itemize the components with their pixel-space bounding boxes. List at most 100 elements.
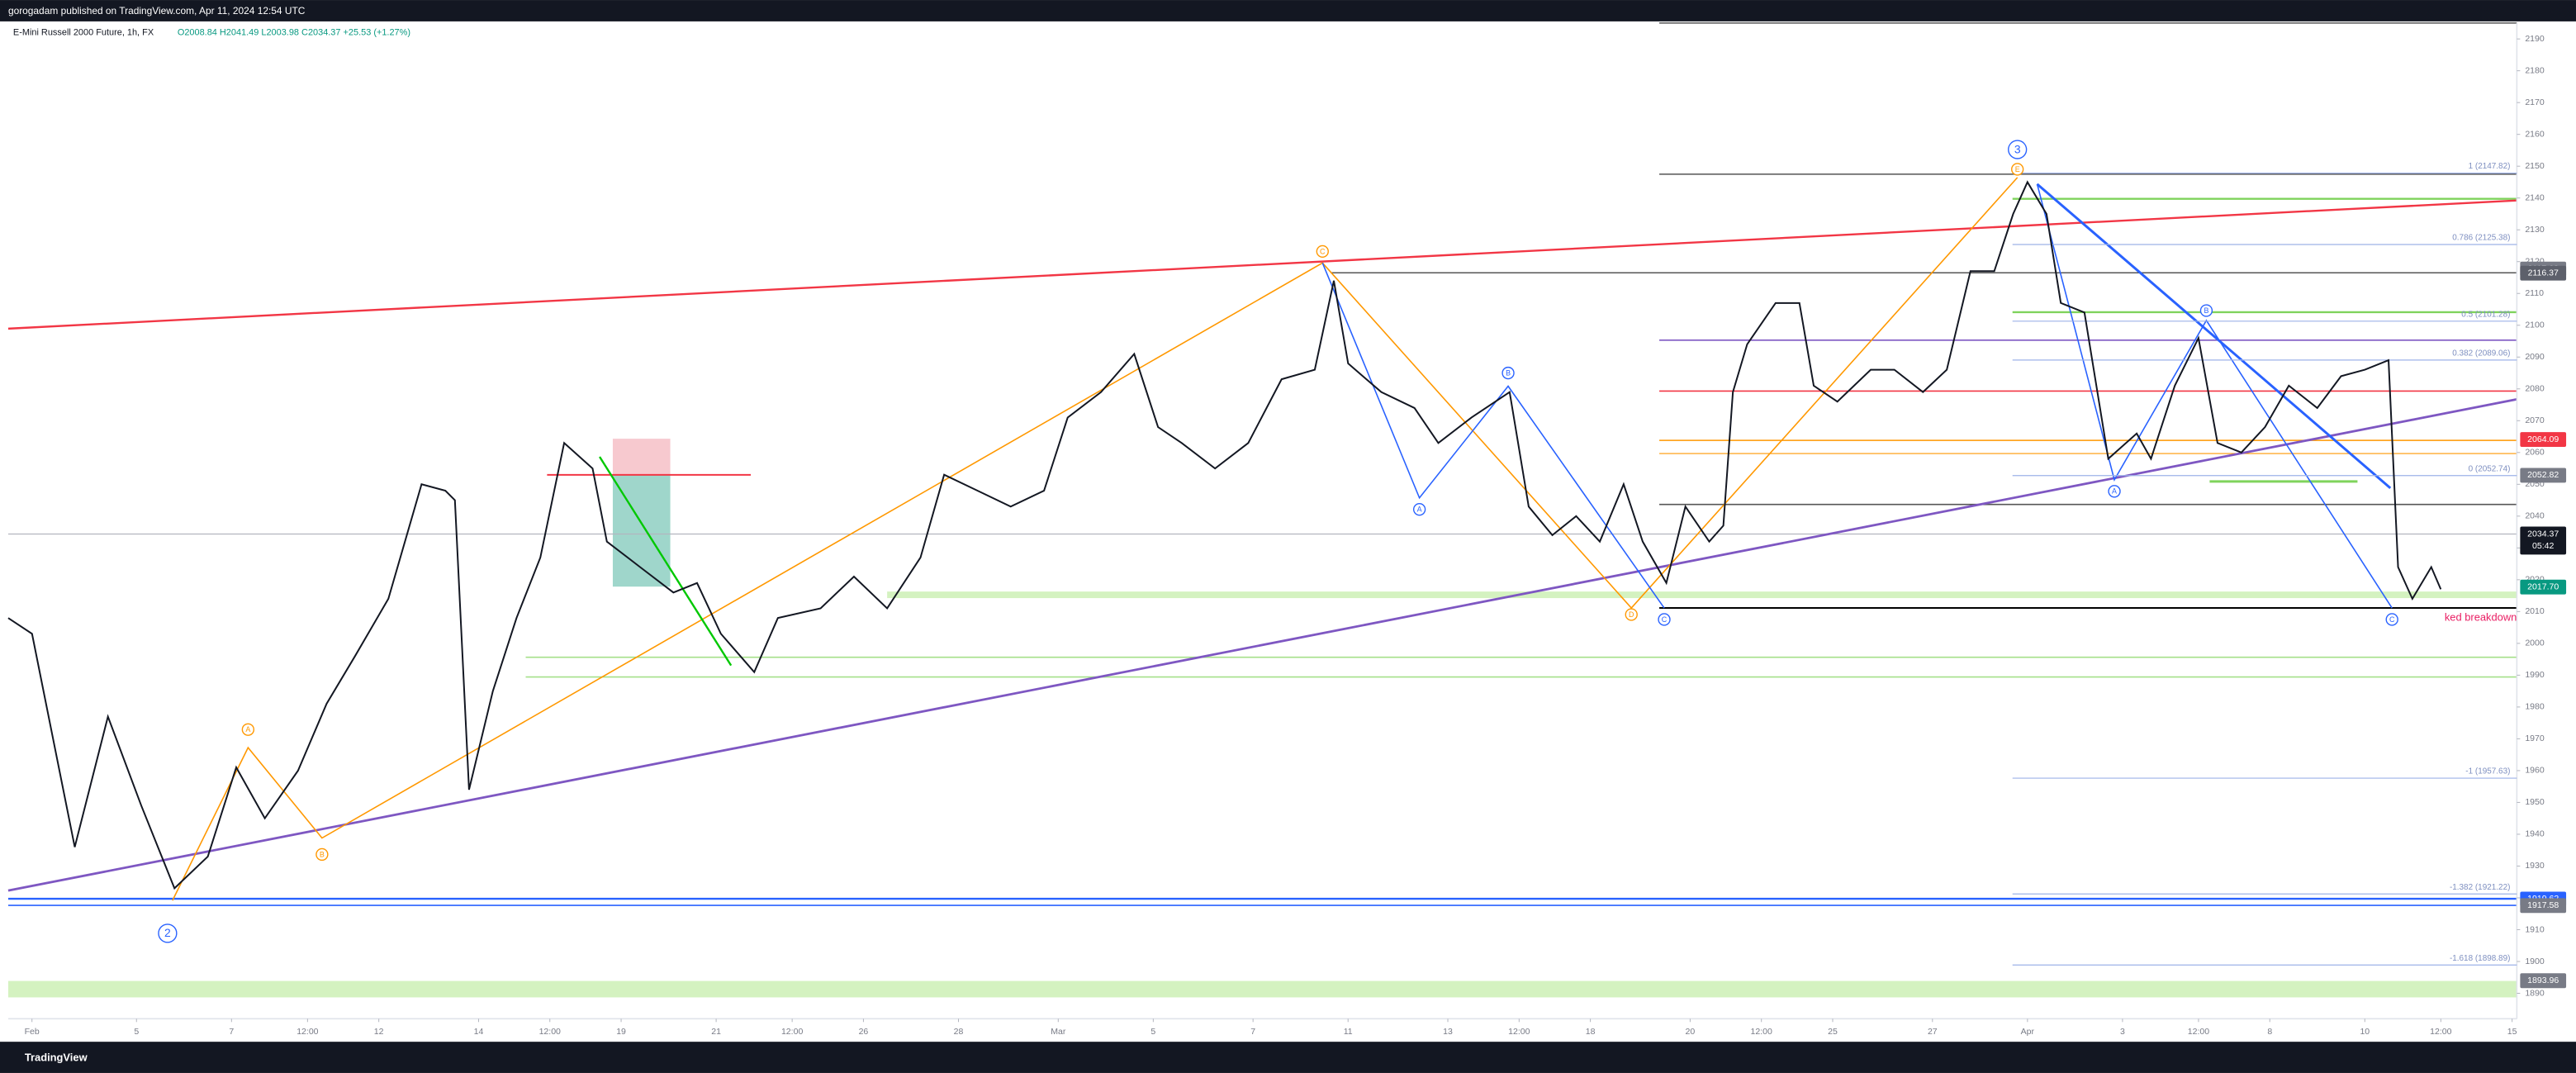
wave-circle: [1412, 503, 1426, 516]
y-tick-label: 2190: [2525, 34, 2545, 44]
price-line: [7, 180, 2442, 890]
y-tick-label: 1990: [2525, 670, 2545, 680]
y-tick-label: 2180: [2525, 65, 2545, 75]
x-tick-label: 5: [1150, 1027, 1155, 1037]
stop-zone: [612, 439, 671, 475]
wave-label: A: [245, 725, 250, 734]
trend-line: [7, 199, 2517, 330]
fib-label: -1.382 (1921.22): [2450, 883, 2510, 892]
wave-circle: [2108, 485, 2121, 498]
wave-circle: [241, 723, 255, 736]
price-tag: [2520, 973, 2567, 989]
price-tag: [2520, 265, 2567, 281]
price-tag: [2520, 432, 2567, 448]
price-tag-label: 2052.82: [2527, 470, 2559, 480]
y-tick-label: 2100: [2525, 320, 2545, 330]
wave-circle: [2199, 304, 2213, 317]
wave-circle: [2385, 613, 2398, 626]
fib-label: -1.618 (1898.89): [2450, 954, 2510, 963]
price-tag-label: 2116.37: [2528, 268, 2559, 278]
x-tick-label: 12:00: [2188, 1027, 2209, 1037]
price-tag-label: 2064.09: [2527, 434, 2559, 444]
wave-label: B: [2204, 306, 2208, 315]
x-tick-label: 25: [1828, 1027, 1838, 1037]
x-tick-label: 12:00: [2430, 1027, 2451, 1037]
bottom-bar: [0, 1042, 2576, 1073]
x-tick-label: 5: [134, 1027, 139, 1037]
x-tick-label: 27: [1928, 1027, 1938, 1037]
y-tick-label: 2040: [2525, 511, 2545, 521]
x-tick-label: 12:00: [781, 1027, 803, 1037]
publisher: gorogadam published on TradingView.com, …: [8, 5, 306, 17]
y-tick-label: 1940: [2525, 829, 2545, 839]
y-tick-label: 2140: [2525, 192, 2545, 202]
wave-circle: [2011, 163, 2024, 176]
wave-circle: [1316, 245, 1329, 259]
x-tick-label: 13: [1443, 1027, 1453, 1037]
wave-label: A: [2112, 487, 2117, 496]
price-tag-label: 1917.58: [2527, 900, 2559, 910]
price-tag: [2520, 898, 2567, 914]
wave-label: B: [1506, 369, 1511, 377]
wave-label: C: [1662, 615, 1668, 624]
x-tick-label: 12:00: [297, 1027, 318, 1037]
y-tick-label: 2110: [2525, 288, 2544, 298]
wave-label: C: [1320, 247, 1326, 255]
trend-line: [599, 456, 733, 667]
x-tick-label: 14: [474, 1027, 484, 1037]
y-tick-label: 1910: [2525, 924, 2545, 934]
x-tick-label: 10: [2360, 1027, 2370, 1037]
wave-label: D: [1629, 610, 1634, 619]
y-tick-label: 2130: [2525, 225, 2545, 235]
wave-label: A: [1417, 506, 1422, 514]
x-tick-label: 12:00: [1508, 1027, 1530, 1037]
wave-circle: [158, 923, 178, 943]
price-tag-label: 2017.70: [2527, 582, 2559, 591]
x-tick-label: 20: [1686, 1027, 1696, 1037]
symbol: E-Mini Russell 2000 Future, 1h, FX: [13, 28, 154, 38]
price-tag-label: 2034.37: [2527, 529, 2559, 539]
x-tick-label: 15: [2507, 1027, 2517, 1037]
y-tick-label: 2080: [2525, 384, 2545, 394]
wave-circle: [1658, 613, 1671, 626]
wave-label: B: [320, 850, 325, 858]
wave-line: [172, 177, 2019, 901]
x-tick-label: 21: [711, 1027, 721, 1037]
y-tick-label: 1900: [2525, 957, 2545, 966]
support-zone: [7, 980, 2517, 998]
y-tick-label: 1970: [2525, 734, 2545, 743]
y-tick-label: 2090: [2525, 352, 2545, 362]
x-tick-label: 7: [229, 1027, 234, 1037]
wave-circle: [1501, 366, 1515, 380]
wave-label: E: [2015, 165, 2020, 173]
y-tick-label: 2070: [2525, 415, 2545, 425]
x-tick-label: 12:00: [1751, 1027, 1772, 1037]
y-tick-label: 1950: [2525, 797, 2545, 807]
x-tick-label: Mar: [1051, 1027, 1066, 1037]
price-tag: [2520, 526, 2567, 555]
y-tick-label: 1960: [2525, 766, 2545, 776]
y-tick-label: 2170: [2525, 97, 2545, 107]
y-tick-label: 1890: [2525, 988, 2545, 998]
top-bar: [0, 0, 2576, 21]
wave-label: 2: [164, 926, 171, 939]
price-tag-label: 1893.96: [2527, 976, 2559, 985]
wave-circle: [315, 847, 329, 862]
wave-circle: [2008, 140, 2028, 159]
ohlc: O2008.84 H2041.49 L2003.98 C2034.37 +25.…: [178, 28, 410, 38]
x-tick-label: 18: [1586, 1027, 1596, 1037]
fib-label: 1 (2147.82): [2469, 162, 2511, 171]
wave-label: 3: [2014, 142, 2021, 155]
y-tick-label: 1980: [2525, 702, 2545, 712]
x-tick-label: 26: [859, 1027, 869, 1037]
wave-line: [1321, 263, 1665, 609]
x-tick-label: 12: [374, 1027, 384, 1037]
wave-line: [2036, 183, 2393, 609]
x-tick-label: Apr: [2021, 1027, 2035, 1037]
x-tick-label: 8: [2267, 1027, 2272, 1037]
y-tick-label: 2010: [2525, 606, 2545, 616]
trend-line: [7, 398, 2517, 892]
fib-label: 0 (2052.74): [2469, 464, 2511, 473]
wave-circle: [1625, 608, 1638, 621]
